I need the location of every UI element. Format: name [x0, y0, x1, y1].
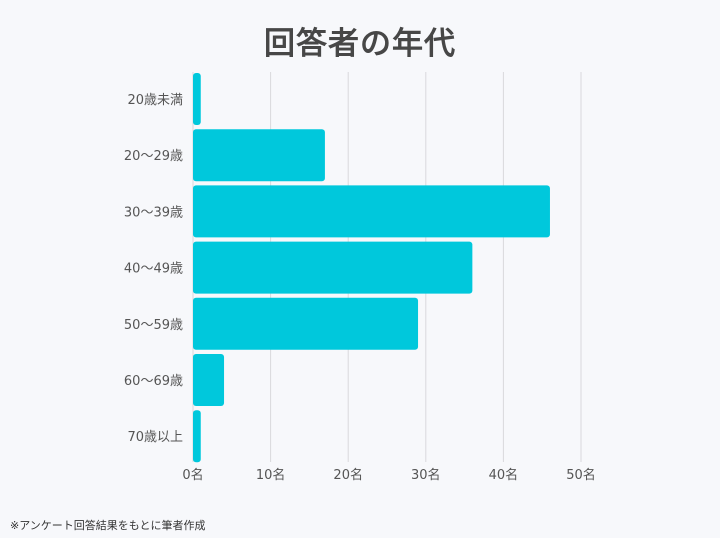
bars [193, 73, 550, 463]
x-tick-label: 40名 [489, 467, 519, 483]
chart-title: 回答者の年代 [264, 26, 456, 62]
category-label: 30〜39歳 [124, 205, 183, 220]
x-tick-label: 50名 [566, 467, 596, 483]
category-label: 20〜29歳 [124, 149, 183, 164]
footnote: ※アンケート回答結果をもとに筆者作成 [10, 519, 206, 532]
bar [193, 354, 225, 406]
category-labels: 20歳未満 20〜29歳 30〜39歳 40〜49歳 50〜59歳 60〜69歳 70歳以上 [124, 93, 183, 445]
category-label: 40〜49歳 [124, 262, 183, 277]
category-label: 70歳以上 [127, 430, 183, 445]
category-label: 60〜69歳 [124, 374, 183, 389]
category-label: 20歳未満 [127, 93, 183, 108]
x-tick-label: 30名 [411, 467, 441, 483]
x-tick-labels: 0名 10名 20名 30名 40名 50名 [182, 467, 595, 483]
bar [193, 241, 473, 294]
bar [193, 73, 201, 125]
x-tick-label: 20名 [333, 467, 363, 483]
category-label: 50〜59歳 [124, 318, 183, 333]
x-tick-label: 10名 [256, 467, 286, 483]
bar [193, 297, 419, 350]
bar [193, 129, 325, 182]
bar [193, 185, 550, 238]
bar [193, 410, 201, 463]
x-tick-label: 0名 [182, 467, 203, 483]
